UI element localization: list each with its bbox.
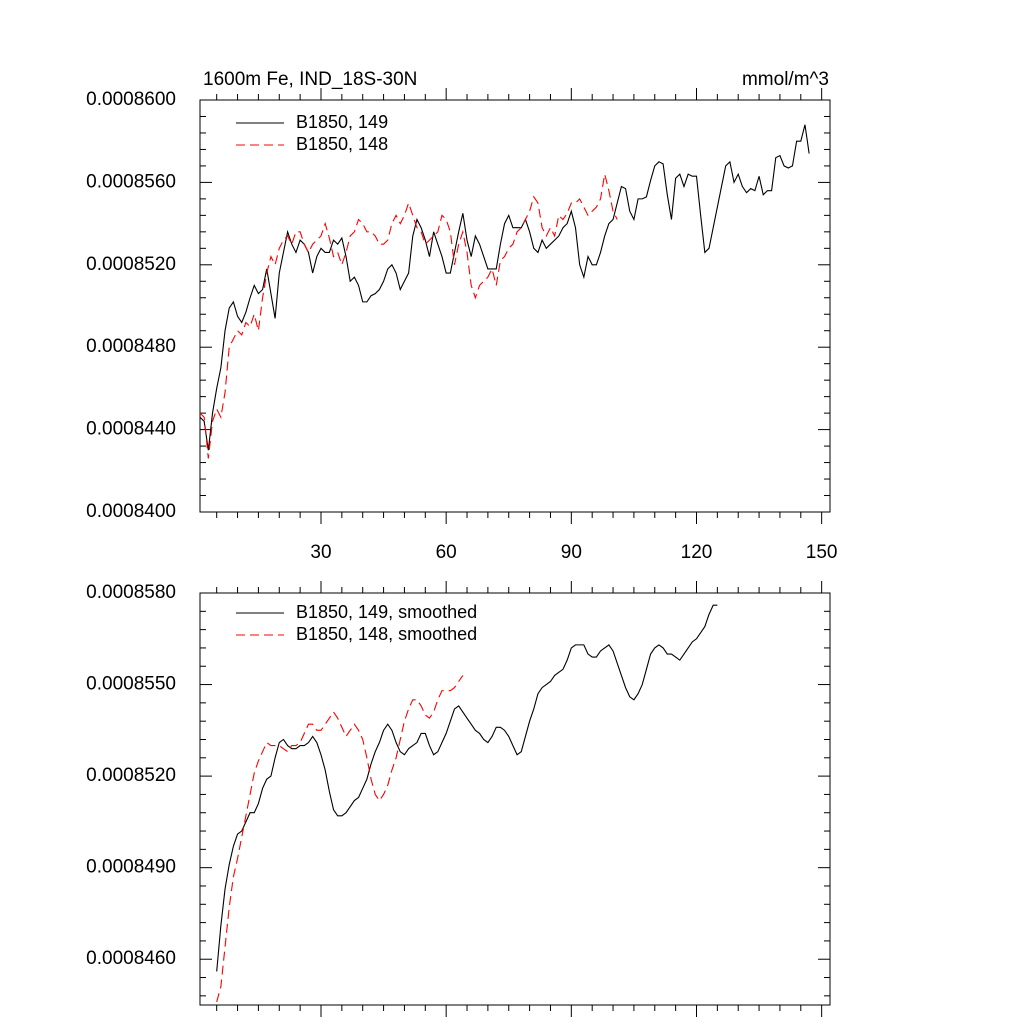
- top-y-tick-label: 0.0008560: [86, 171, 176, 192]
- top-legend: B1850, 149 B1850, 148: [236, 112, 388, 154]
- top-y-tick-label: 0.0008480: [86, 336, 176, 357]
- top-plot-frame: [199, 99, 831, 513]
- top-y-axis-labels: 0.0008400 0.0008440 0.0008480 0.0008520 …: [86, 89, 176, 522]
- bottom-y-axis-labels: 0.0008460 0.0008490 0.0008520 0.0008550 …: [86, 582, 176, 969]
- top-x-tick-label: 150: [806, 542, 838, 563]
- top-y-tick-label: 0.0008520: [86, 254, 176, 275]
- top-y-tick-label: 0.0008440: [86, 419, 176, 440]
- top-x-tick-label: 30: [310, 542, 331, 563]
- top-y-tick-label: 0.0008400: [86, 501, 176, 522]
- bottom-legend-label-149: B1850, 149, smoothed: [296, 602, 477, 622]
- top-legend-label-148: B1850, 148: [296, 134, 388, 154]
- bottom-y-tick-label: 0.0008520: [86, 765, 176, 786]
- bottom-plot-frame: [199, 592, 831, 1006]
- bottom-y-tick-label: 0.0008490: [86, 857, 176, 878]
- top-x-tick-label: 120: [681, 542, 713, 563]
- bottom-panel: 0.0008460 0.0008490 0.0008520 0.0008550 …: [86, 581, 831, 1017]
- top-ticks: [200, 88, 830, 524]
- top-series-line-149: [199, 124, 810, 451]
- top-x-tick-label: 90: [561, 542, 582, 563]
- bottom-legend: B1850, 149, smoothed B1850, 148, smoothe…: [236, 602, 477, 644]
- bottom-y-tick-label: 0.0008460: [86, 948, 176, 969]
- top-legend-label-149: B1850, 149: [296, 112, 388, 132]
- top-panel: 1600m Fe, IND_18S-30N mmol/m^3 0.0008400…: [86, 69, 837, 563]
- bottom-y-tick-label: 0.0008550: [86, 674, 176, 695]
- top-title: 1600m Fe, IND_18S-30N: [203, 69, 417, 90]
- bottom-series-line-148-smoothed: [216, 675, 464, 1003]
- top-series-line-148: [199, 174, 618, 459]
- top-x-axis-labels: 30 60 90 120 150: [310, 542, 837, 563]
- top-x-tick-label: 60: [436, 542, 457, 563]
- bottom-series-line-149-smoothed: [216, 604, 718, 972]
- bottom-legend-label-148: B1850, 148, smoothed: [296, 624, 477, 644]
- top-units: mmol/m^3: [742, 69, 829, 90]
- bottom-y-tick-label: 0.0008580: [86, 582, 176, 603]
- bottom-ticks: [200, 581, 830, 1017]
- top-y-tick-label: 0.0008600: [86, 89, 176, 110]
